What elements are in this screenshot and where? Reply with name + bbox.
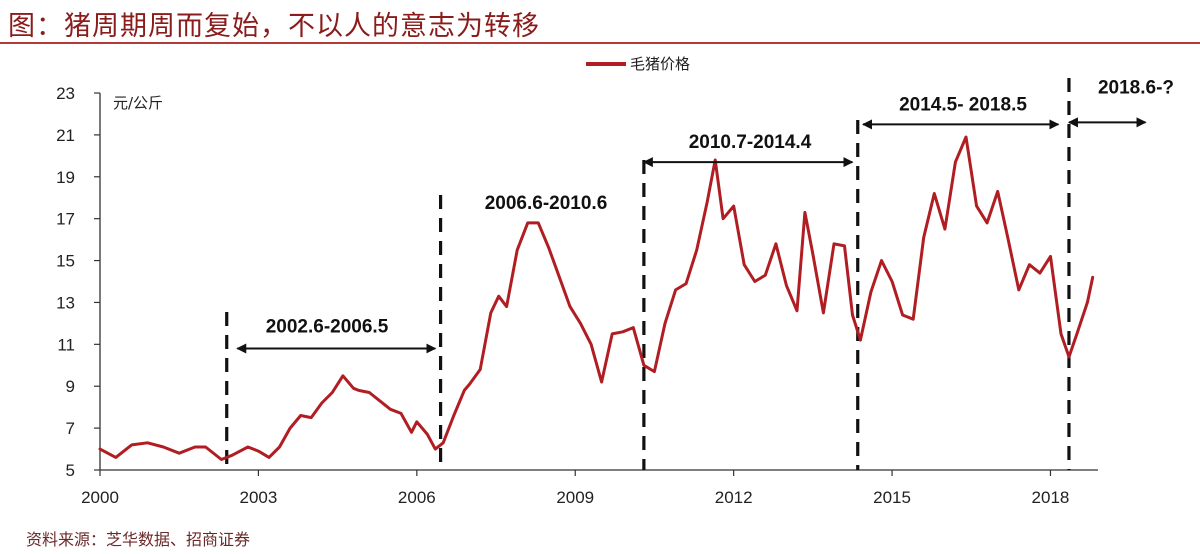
y-tick-label: 13 bbox=[56, 293, 75, 312]
line-chart: 5 7 9 11 13 15 17 19 21 23 2000 2003 2006 2009 2012 20… bbox=[56, 55, 1174, 507]
x-tick-label: 2012 bbox=[715, 488, 753, 507]
period-label: 2014.5- 2018.5 bbox=[899, 94, 1027, 115]
x-tick-label: 2006 bbox=[398, 488, 436, 507]
x-tick-label: 2003 bbox=[239, 488, 277, 507]
period-label: 2002.6-2006.5 bbox=[266, 316, 389, 337]
source-note: 资料来源：芝华数据、招商证券 bbox=[26, 530, 251, 549]
x-tick-label: 2018 bbox=[1032, 488, 1070, 507]
y-tick-label: 7 bbox=[66, 419, 75, 438]
title-divider bbox=[0, 42, 1200, 44]
y-tick-label: 19 bbox=[56, 168, 75, 187]
period-label: 2010.7-2014.4 bbox=[689, 132, 812, 153]
x-tick-label: 2015 bbox=[873, 488, 911, 507]
legend-label: 毛猪价格 bbox=[630, 55, 690, 73]
period-label: 2018.6-? bbox=[1098, 78, 1174, 99]
y-tick-label: 21 bbox=[56, 126, 75, 145]
axes bbox=[99, 93, 1098, 471]
y-tick-label: 5 bbox=[66, 461, 75, 480]
legend: 毛猪价格 bbox=[586, 55, 690, 73]
x-tick-label: 2000 bbox=[81, 488, 119, 507]
y-unit-label: 元/公斤 bbox=[113, 94, 163, 112]
chart-title: 图：猪周期周而复始，不以人的意志为转移 bbox=[8, 11, 540, 42]
y-tick-label: 9 bbox=[66, 377, 75, 396]
x-tick-label: 2009 bbox=[556, 488, 594, 507]
series-line bbox=[98, 135, 1095, 461]
period-label: 2006.6-2010.6 bbox=[485, 193, 608, 214]
y-tick-label: 11 bbox=[57, 335, 75, 354]
y-tick-label: 15 bbox=[56, 252, 75, 271]
y-tick-label: 23 bbox=[56, 84, 75, 103]
y-tick-label: 17 bbox=[56, 210, 75, 229]
